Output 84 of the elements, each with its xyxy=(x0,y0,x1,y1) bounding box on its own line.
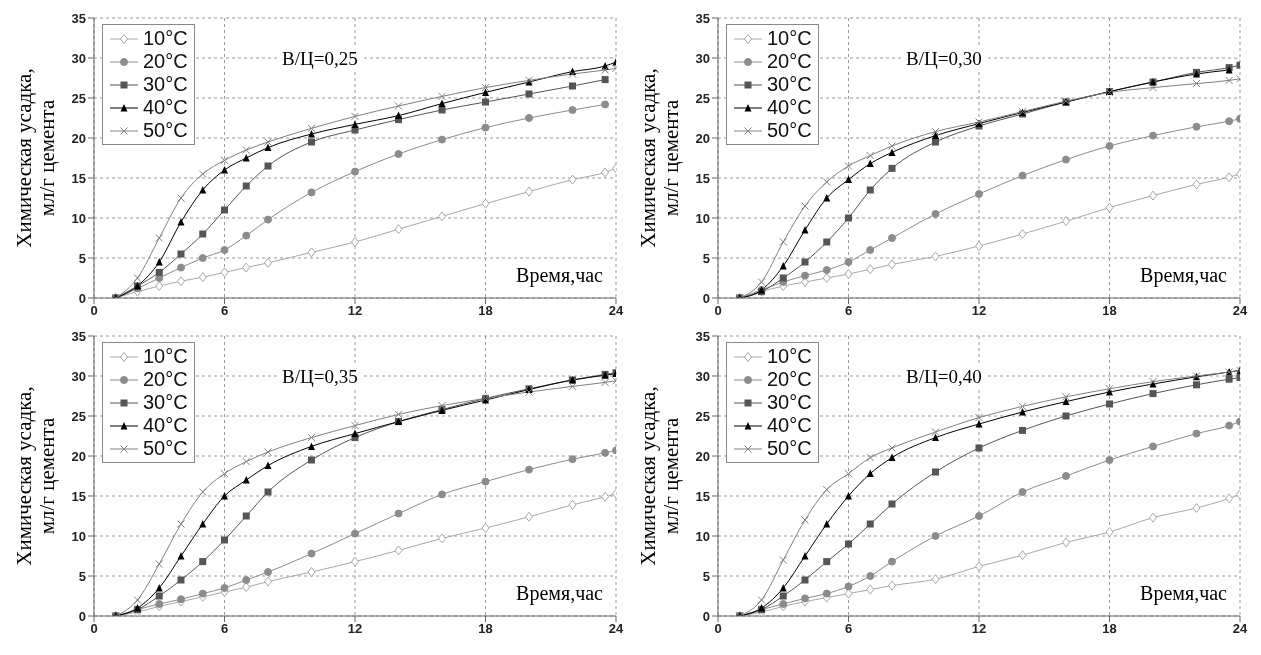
text: В/Ц=0,30 xyxy=(902,48,986,70)
y-tick-label: 30 xyxy=(695,50,710,66)
legend-label: 20°C xyxy=(767,50,812,73)
y-tick-label: 20 xyxy=(71,448,86,464)
y-tick-label: 30 xyxy=(71,368,86,384)
y-tick-label: 15 xyxy=(71,170,86,186)
y-tick-label: 15 xyxy=(695,170,710,186)
x-tick-label: 6 xyxy=(220,621,229,637)
y-tick-label: 15 xyxy=(695,488,710,504)
x-tick-label: 18 xyxy=(478,621,493,637)
y-tick-label: 30 xyxy=(71,50,86,66)
legend-label: 10°C xyxy=(767,27,812,50)
y-tick-label: 10 xyxy=(695,528,710,544)
y-tick-label: 5 xyxy=(702,568,710,584)
legend-label: 30°C xyxy=(143,73,188,96)
y-axis-title: Химическая усадка, мл/г цемента xyxy=(636,386,683,566)
y-axis-title: Химическая усадка, мл/г цемента xyxy=(12,386,59,566)
x-tick-label: 0 xyxy=(714,621,722,637)
x-tick-label: 0 xyxy=(90,303,98,319)
y-axis-title: Химическая усадка, мл/г цемента xyxy=(636,68,683,248)
legend-label: 20°C xyxy=(143,368,188,391)
y-tick-label: 20 xyxy=(71,130,86,146)
legend-label: 30°C xyxy=(143,391,188,414)
y-tick-label: 0 xyxy=(702,608,710,624)
y-tick-label: 30 xyxy=(695,368,710,384)
y-tick-label: 25 xyxy=(71,90,86,106)
y-tick-label: 0 xyxy=(702,290,710,306)
y-tick-label: 0 xyxy=(78,290,86,306)
legend-label: 40°C xyxy=(767,414,812,437)
y-tick-label: 25 xyxy=(695,408,710,424)
legend-label: 50°C xyxy=(143,437,188,460)
legend-label: 20°C xyxy=(143,50,188,73)
x-tick-label: 12 xyxy=(347,303,363,319)
y-axis-title: Химическая усадка, мл/г цемента xyxy=(12,68,59,248)
legend-label: 40°C xyxy=(143,96,188,119)
x-tick-label: 24 xyxy=(608,303,624,319)
y-tick-label: 5 xyxy=(78,250,86,266)
text: В/Ц=0,25 xyxy=(278,48,362,70)
y-tick-label: 35 xyxy=(71,10,86,26)
legend-label: 20°C xyxy=(767,368,812,391)
y-tick-label: 10 xyxy=(71,528,86,544)
y-tick-label: 5 xyxy=(702,250,710,266)
legend-label: 50°C xyxy=(767,119,812,142)
x-tick-label: 6 xyxy=(220,303,229,319)
y-tick-label: 5 xyxy=(78,568,86,584)
y-tick-label: 20 xyxy=(695,448,710,464)
legend-label: 50°C xyxy=(143,119,188,142)
x-axis-title: Время,час xyxy=(1137,264,1230,287)
x-tick-label: 12 xyxy=(971,303,987,319)
legend-label: 40°C xyxy=(143,414,188,437)
x-tick-label: 24 xyxy=(1232,303,1248,319)
x-tick-label: 12 xyxy=(347,621,363,637)
y-tick-label: 35 xyxy=(695,10,710,26)
x-tick-label: 24 xyxy=(1232,621,1248,637)
x-tick-label: 0 xyxy=(714,303,722,319)
text: В/Ц=0,35 xyxy=(278,366,362,388)
x-tick-label: 0 xyxy=(90,621,98,637)
legend-label: 30°C xyxy=(767,73,812,96)
y-tick-label: 0 xyxy=(78,608,86,624)
y-tick-label: 35 xyxy=(695,328,710,344)
y-tick-label: 25 xyxy=(71,408,86,424)
x-tick-label: 6 xyxy=(844,621,853,637)
x-tick-label: 6 xyxy=(844,303,853,319)
y-tick-label: 25 xyxy=(695,90,710,106)
y-tick-label: 10 xyxy=(695,210,710,226)
x-tick-label: 12 xyxy=(971,621,987,637)
y-tick-label: 10 xyxy=(71,210,86,226)
x-tick-label: 18 xyxy=(478,303,493,319)
legend-label: 30°C xyxy=(767,391,812,414)
y-tick-label: 15 xyxy=(71,488,86,504)
y-tick-label: 35 xyxy=(71,328,86,344)
x-axis-title: Время,час xyxy=(1137,582,1230,605)
text: В/Ц=0,40 xyxy=(902,366,986,388)
x-axis-title: Время,час xyxy=(513,264,606,287)
y-tick-label: 20 xyxy=(695,130,710,146)
x-axis-title: Время,час xyxy=(513,582,606,605)
x-tick-label: 24 xyxy=(608,621,624,637)
x-tick-label: 18 xyxy=(1102,303,1117,319)
legend-label: 10°C xyxy=(143,27,188,50)
legend-label: 10°C xyxy=(143,345,188,368)
legend-label: 10°C xyxy=(767,345,812,368)
legend-label: 40°C xyxy=(767,96,812,119)
legend-label: 50°C xyxy=(767,437,812,460)
x-tick-label: 18 xyxy=(1102,621,1117,637)
